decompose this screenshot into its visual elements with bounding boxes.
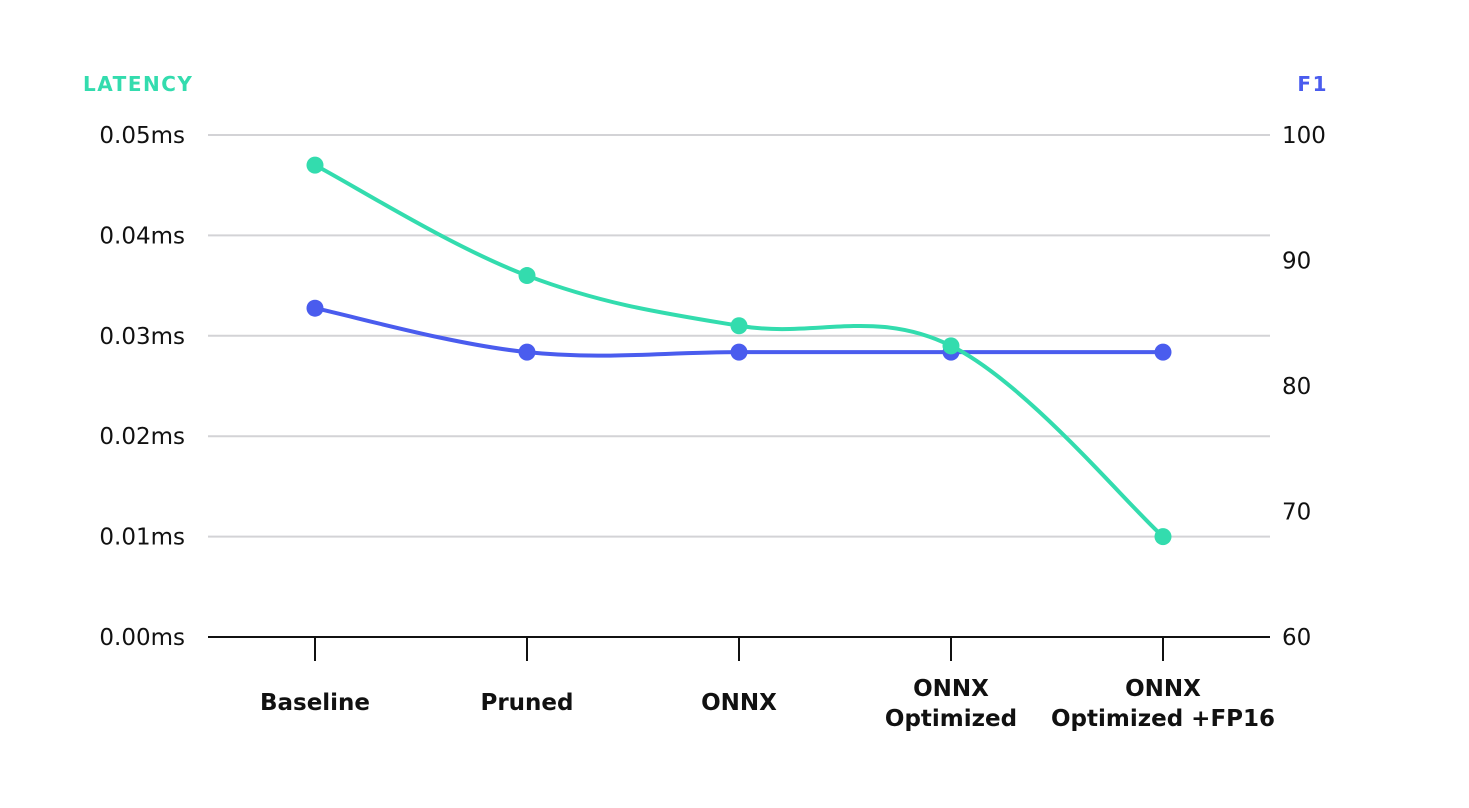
x-tick-label: ONNX Optimized +FP16 (1051, 676, 1275, 732)
left-tick-label: 0.00ms (99, 625, 185, 651)
left-axis-title: LATENCY (83, 72, 193, 96)
data-point (942, 337, 960, 355)
x-tick-label: ONNX Optimized (885, 676, 1017, 732)
right-axis-title: F1 (1297, 72, 1328, 96)
right-axis-ticks: 60 70 80 90 100 (1282, 123, 1326, 651)
left-axis-ticks: 0.00ms 0.01ms 0.02ms 0.03ms 0.04ms 0.05ms (99, 123, 185, 651)
right-tick-label: 70 (1282, 500, 1311, 526)
left-tick-label: 0.01ms (99, 525, 185, 551)
data-point (1154, 528, 1172, 546)
x-tick-label: Baseline (260, 690, 370, 716)
left-tick-label: 0.04ms (99, 223, 185, 249)
x-tick-label: Pruned (480, 690, 573, 716)
left-tick-label: 0.05ms (99, 123, 185, 149)
series-layer (306, 156, 1172, 546)
grid-lines (208, 134, 1270, 638)
data-point (518, 267, 536, 285)
left-tick-label: 0.03ms (99, 324, 185, 350)
data-point (730, 343, 748, 361)
left-tick-label: 0.02ms (99, 424, 185, 450)
latency-series (306, 156, 1172, 546)
data-point (730, 317, 748, 335)
right-tick-label: 100 (1282, 123, 1326, 149)
data-point (518, 343, 536, 361)
data-point (306, 156, 324, 174)
right-tick-label: 60 (1282, 625, 1311, 651)
right-tick-label: 80 (1282, 374, 1311, 400)
x-tick-label: ONNX (701, 690, 777, 716)
data-point (306, 299, 324, 317)
right-tick-label: 90 (1282, 249, 1311, 275)
x-axis: Baseline Pruned ONNX ONNX Optimized ONNX Optim… (260, 637, 1275, 732)
data-point (1154, 343, 1172, 361)
